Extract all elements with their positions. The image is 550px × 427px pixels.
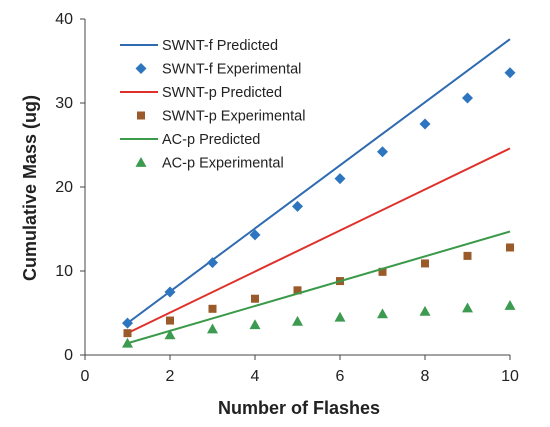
data-point [164,286,176,298]
legend-entry: AC-p Experimental [135,156,284,172]
x-tick-label: 2 [166,368,175,385]
legend-entry: AC-p Predicted [120,132,260,148]
x-axis: 0 2 4 6 8 10 [81,354,519,385]
data-point [463,251,472,260]
x-tick-label: 10 [501,368,519,385]
legend-swatch [137,111,145,120]
data-point [377,308,388,319]
y-tick-label: 30 [55,95,73,112]
y-tick-label: 10 [55,263,73,280]
data-point [166,316,174,325]
legend: SWNT-f Predicted SWNT-f Experimental SWNT-… [120,38,305,172]
x-tick-label: 6 [336,368,345,385]
data-point [207,257,218,269]
data-point [378,267,387,276]
y-tick-label: 0 [64,347,73,364]
x-tick-label: 0 [81,368,90,385]
x-tick-label: 8 [421,368,430,385]
y-axis-title: Cumulative Mass (ug) [20,95,40,281]
legend-label: AC-p Predicted [162,132,260,148]
data-point [292,315,303,326]
series-5 [122,299,516,348]
y-axis: 0 10 20 30 40 [55,11,86,364]
series-line [127,230,511,345]
data-point [334,311,346,322]
legend-label: SWNT-f Predicted [162,38,278,54]
data-point [377,146,388,158]
series-line [126,38,511,324]
data-point [249,319,261,330]
x-tick-label: 4 [251,368,260,385]
plot-area [122,38,516,348]
data-point [462,92,473,104]
data-point [462,302,473,313]
data-point [334,173,346,185]
data-point [419,305,431,316]
series-0 [126,38,511,324]
legend-entry: SWNT-f Experimental [135,62,301,78]
data-point [122,317,133,329]
data-point [419,118,431,130]
legend-label: SWNT-f Experimental [162,62,301,78]
series-3 [123,243,514,338]
data-point [164,329,176,340]
data-point [504,67,516,79]
data-point [293,286,302,295]
legend-swatch [135,63,147,74]
data-point [506,243,514,252]
legend-entry: SWNT-p Predicted [120,85,282,101]
x-axis-title: Number of Flashes [218,398,380,418]
series-line [127,147,511,335]
data-point [249,229,261,241]
data-point [123,329,132,338]
legend-swatch [135,157,147,167]
data-point [122,337,133,348]
series-4 [127,230,511,345]
data-point [421,259,429,268]
legend-label: AC-p Experimental [162,156,284,172]
data-point [208,304,217,313]
series-2 [127,147,511,335]
legend-entry: SWNT-f Predicted [120,38,278,54]
data-point [251,294,259,303]
legend-entry: SWNT-p Experimental [137,109,305,125]
data-point [504,299,516,310]
data-point [207,323,218,334]
legend-label: SWNT-p Predicted [162,85,282,101]
y-tick-label: 40 [55,11,73,28]
legend-label: SWNT-p Experimental [162,109,305,125]
data-point [292,200,303,212]
y-tick-label: 20 [55,179,73,196]
series-1 [122,67,516,329]
